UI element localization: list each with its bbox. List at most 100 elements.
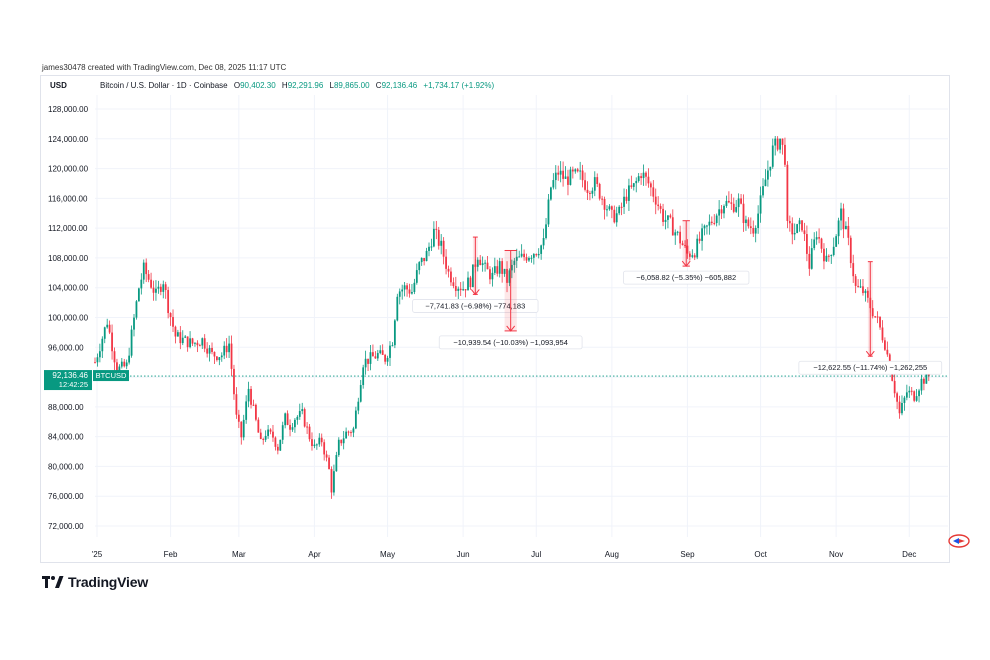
candle[interactable]: [884, 337, 886, 352]
candle-body[interactable]: [159, 286, 162, 292]
candle-body[interactable]: [684, 245, 686, 247]
candle-body[interactable]: [679, 231, 682, 244]
candle[interactable]: [362, 364, 365, 389]
candle-body[interactable]: [710, 221, 713, 223]
candle[interactable]: [832, 237, 835, 257]
currency-button[interactable]: USD: [50, 81, 67, 90]
candle-body[interactable]: [823, 248, 825, 262]
candle[interactable]: [745, 215, 747, 231]
candle[interactable]: [681, 240, 684, 246]
candle-body[interactable]: [486, 262, 489, 270]
candle[interactable]: [571, 166, 574, 179]
candle-body[interactable]: [174, 326, 177, 337]
candle-body[interactable]: [642, 172, 645, 179]
candle[interactable]: [384, 353, 387, 365]
candle-body[interactable]: [637, 176, 640, 181]
candle[interactable]: [688, 251, 691, 261]
candle[interactable]: [503, 268, 506, 277]
candle[interactable]: [201, 337, 204, 349]
candle-body[interactable]: [796, 224, 799, 233]
candle[interactable]: [918, 388, 920, 403]
candle[interactable]: [898, 395, 901, 419]
candle-body[interactable]: [432, 228, 435, 247]
candle[interactable]: [706, 224, 708, 235]
candle[interactable]: [757, 205, 760, 234]
candle-body[interactable]: [389, 345, 391, 358]
candle[interactable]: [630, 175, 633, 189]
candle-body[interactable]: [111, 332, 113, 352]
candle[interactable]: [184, 335, 187, 339]
candle[interactable]: [406, 282, 408, 297]
candle[interactable]: [454, 276, 457, 297]
candle[interactable]: [710, 216, 713, 226]
candle-body[interactable]: [179, 332, 182, 344]
candle-body[interactable]: [242, 419, 245, 438]
candle-body[interactable]: [430, 246, 433, 248]
candle-body[interactable]: [649, 183, 652, 188]
candle-body[interactable]: [708, 221, 711, 226]
candle[interactable]: [496, 259, 499, 277]
candle-body[interactable]: [386, 357, 389, 362]
candle-body[interactable]: [762, 186, 764, 196]
candle[interactable]: [635, 177, 638, 193]
candle-body[interactable]: [313, 444, 316, 447]
candle-body[interactable]: [852, 263, 855, 277]
candle-body[interactable]: [435, 228, 438, 230]
candle[interactable]: [347, 430, 350, 436]
candle[interactable]: [708, 214, 711, 235]
candle-body[interactable]: [157, 286, 160, 289]
candle-body[interactable]: [864, 290, 867, 294]
candle[interactable]: [905, 384, 908, 401]
candle-body[interactable]: [211, 347, 213, 352]
candle[interactable]: [459, 282, 462, 297]
candle-body[interactable]: [291, 427, 294, 430]
candle[interactable]: [230, 335, 233, 377]
candle-body[interactable]: [798, 220, 801, 225]
candle[interactable]: [535, 253, 538, 257]
candle[interactable]: [203, 334, 206, 353]
candle-body[interactable]: [169, 313, 172, 318]
candle-body[interactable]: [413, 282, 416, 292]
candle-body[interactable]: [103, 327, 106, 339]
candle[interactable]: [559, 161, 562, 183]
candle-body[interactable]: [347, 431, 350, 433]
candle[interactable]: [103, 326, 106, 344]
candle[interactable]: [155, 280, 157, 301]
candle[interactable]: [247, 381, 250, 408]
candle-body[interactable]: [835, 236, 838, 247]
candle-body[interactable]: [913, 391, 916, 401]
candle-body[interactable]: [696, 238, 699, 258]
candle-body[interactable]: [849, 237, 852, 264]
candle[interactable]: [827, 254, 830, 262]
candle[interactable]: [779, 138, 781, 154]
candle-body[interactable]: [766, 170, 769, 180]
candle[interactable]: [464, 289, 467, 298]
candle-body[interactable]: [764, 179, 767, 187]
candle-body[interactable]: [676, 231, 679, 233]
candle[interactable]: [272, 424, 274, 442]
candle[interactable]: [547, 194, 550, 227]
candle[interactable]: [825, 248, 828, 262]
candle-body[interactable]: [615, 213, 618, 223]
candle-body[interactable]: [635, 180, 638, 184]
candle[interactable]: [208, 345, 211, 362]
candle-body[interactable]: [367, 358, 369, 364]
candle[interactable]: [523, 249, 525, 261]
candle[interactable]: [603, 196, 606, 220]
candle[interactable]: [703, 224, 706, 236]
candle[interactable]: [506, 261, 508, 293]
candle-body[interactable]: [510, 264, 513, 271]
candle[interactable]: [676, 230, 679, 236]
candle-body[interactable]: [94, 362, 96, 364]
candle-body[interactable]: [664, 219, 667, 222]
candle[interactable]: [713, 214, 716, 226]
candle[interactable]: [540, 244, 543, 260]
candle-body[interactable]: [723, 205, 725, 214]
candle-body[interactable]: [272, 431, 274, 438]
candle[interactable]: [879, 316, 881, 330]
candle-body[interactable]: [874, 316, 877, 318]
candle[interactable]: [101, 336, 104, 359]
candle[interactable]: [469, 275, 472, 290]
candle-body[interactable]: [657, 204, 660, 207]
candle[interactable]: [915, 389, 918, 402]
